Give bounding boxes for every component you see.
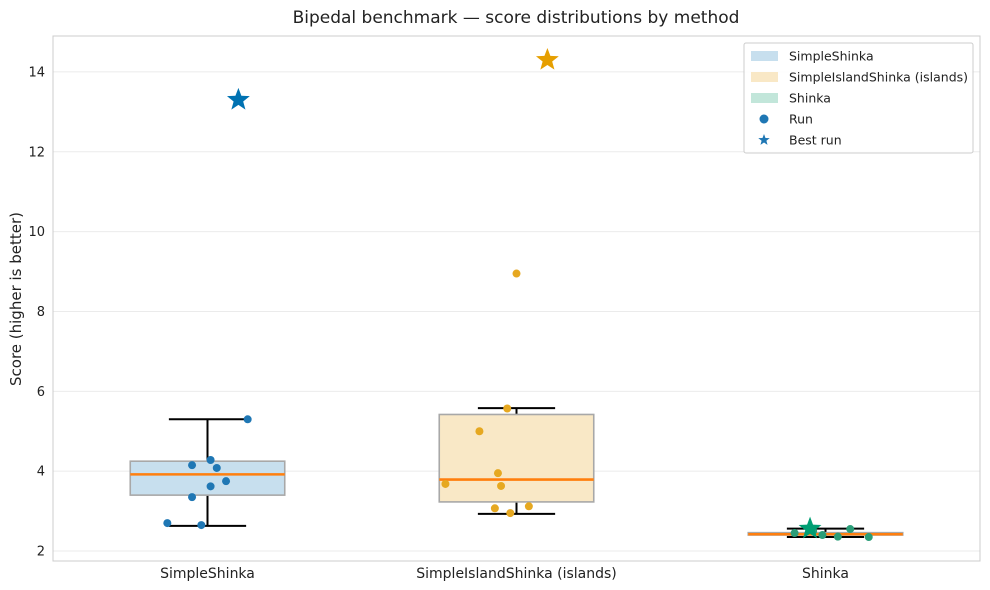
y-tick-label: 14 — [28, 65, 45, 80]
run-point — [493, 469, 502, 478]
run-point — [197, 521, 206, 530]
y-tick-label: 12 — [28, 145, 45, 160]
run-point — [524, 502, 533, 511]
legend-label: Run — [789, 112, 813, 127]
legend-swatch — [751, 51, 778, 61]
series-shinka — [747, 516, 904, 542]
legend-frame — [743, 42, 974, 154]
run-point — [441, 479, 450, 488]
legend-label: Shinka — [789, 91, 831, 106]
x-tick-label: Shinka — [802, 566, 849, 582]
legend-star-marker — [758, 134, 770, 145]
run-point — [833, 532, 842, 541]
y-tick-label: 4 — [37, 465, 45, 480]
run-point — [212, 463, 221, 472]
y-tick-label: 2 — [37, 545, 45, 560]
run-point — [818, 531, 827, 540]
run-point — [206, 482, 215, 491]
tick-layer: 2 4 6 8 10 12 14 SimpleShinka SimpleIslandShinka… — [28, 65, 849, 582]
plot-frame — [52, 35, 981, 562]
y-tick-label: 8 — [37, 305, 45, 320]
run-point — [503, 404, 512, 413]
run-point — [243, 415, 252, 424]
run-point — [512, 269, 521, 278]
run-point — [490, 504, 499, 513]
legend-label: SimpleShinka — [789, 49, 874, 64]
run-point — [188, 493, 197, 502]
legend-swatch — [751, 72, 778, 82]
legend-run-marker — [759, 114, 769, 124]
run-point — [846, 525, 855, 534]
series-simpleshinka — [129, 87, 286, 530]
legend-swatch — [751, 93, 778, 103]
run-point — [206, 455, 215, 464]
legend-label: Best run — [789, 133, 842, 148]
run-point — [506, 509, 515, 518]
y-tick-label: 6 — [37, 385, 45, 400]
chart-title: Bipedal benchmark — score distributions … — [293, 8, 740, 28]
run-point — [188, 461, 197, 470]
iqr-box — [438, 413, 595, 503]
run-point — [475, 427, 484, 436]
y-axis-label: Score (higher is better) — [7, 212, 25, 386]
y-tick-label: 10 — [28, 225, 45, 240]
series-layer — [129, 47, 904, 542]
run-point — [163, 519, 172, 528]
best-run-star — [226, 87, 250, 110]
run-point — [864, 533, 873, 542]
legend: SimpleShinka SimpleIslandShinka (islands)… — [743, 42, 974, 154]
run-point — [222, 477, 231, 486]
run-point — [790, 529, 799, 538]
iqr-box — [129, 460, 286, 496]
legend-label: SimpleIslandShinka (islands) — [789, 70, 968, 85]
x-tick-label: SimpleIslandShinka (islands) — [416, 566, 617, 582]
best-run-star — [798, 516, 822, 539]
run-point — [497, 481, 506, 490]
x-tick-label: SimpleShinka — [160, 566, 255, 582]
series-simpleislandshinka-islands — [438, 47, 595, 518]
best-run-star — [535, 47, 559, 70]
